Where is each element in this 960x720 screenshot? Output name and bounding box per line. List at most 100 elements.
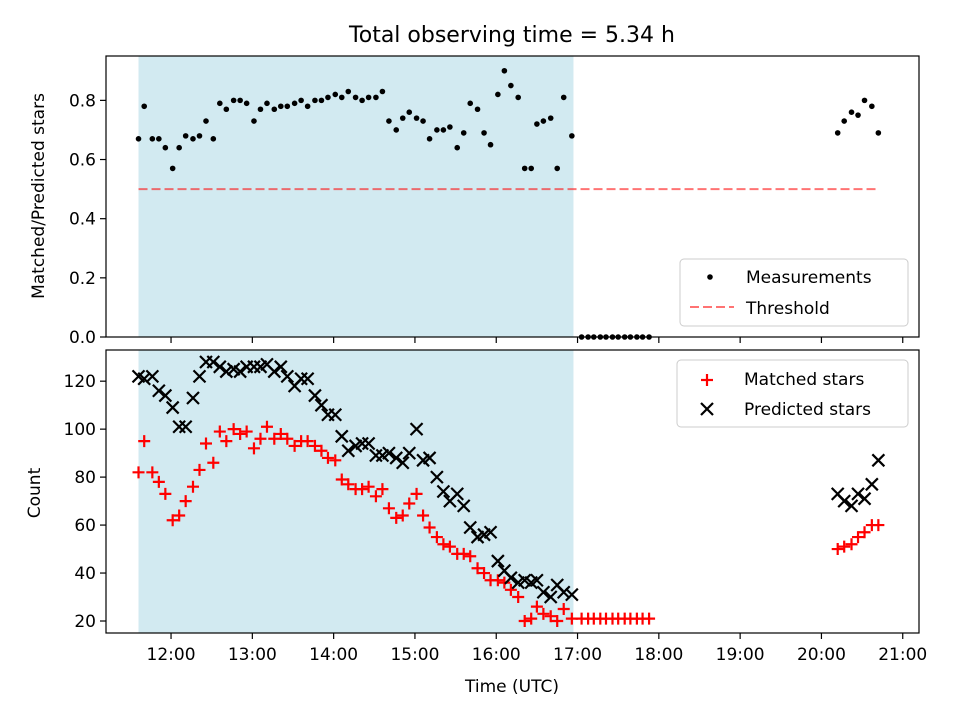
measurement-point [373,94,379,101]
top-panel: 0.00.20.40.60.8 Matched/Predicted stars … [29,55,920,348]
measurement-point [162,144,169,151]
measurement-point [508,82,514,89]
matched-point [132,466,145,479]
matched-point [551,615,564,628]
matched-point [234,427,247,440]
matched-point [417,509,430,522]
matched-point [437,538,450,551]
top-legend-box [679,258,909,327]
matched-point [858,526,871,539]
matched-point [403,497,416,510]
measurement-point [135,136,142,142]
legend-measurements-marker [707,274,713,280]
predicted-point [165,400,180,415]
predicted-point [851,487,865,501]
matched-point [342,478,355,491]
predicted-point [314,398,329,412]
measurement-point [547,115,554,121]
bottom-x-tick-label: 20:00 [797,645,846,665]
measurement-point [217,100,223,107]
matched-point [281,432,294,445]
matched-point [872,519,885,532]
matched-point [166,514,179,527]
bottom-axes-frame [105,349,920,634]
measurement-point [190,136,196,142]
measurement-point [230,97,237,104]
predicted-point [206,355,221,369]
matched-point [504,583,517,596]
measurement-point [434,127,440,133]
measurement-point [447,124,453,130]
predicted-point [556,585,571,600]
matched-point [831,543,844,556]
measurement-point [528,165,534,172]
measurement-point [454,144,461,151]
predicted-point [361,436,376,451]
matched-point [491,574,504,587]
predicted-point [409,422,424,436]
chart-title: Total observing time = 5.34 h [348,23,675,48]
matched-point [301,435,314,448]
matched-point [274,427,287,440]
predicted-point [504,571,518,585]
predicted-point [300,372,315,386]
top-y-tick-label: 0.8 [69,91,96,111]
matched-point [329,454,342,467]
matched-point [478,567,491,580]
measurement-point [534,121,540,127]
predicted-point [857,491,872,506]
predicted-point [536,585,551,600]
matched-point [498,576,511,589]
measurement-point [332,91,339,98]
predicted-point [233,364,247,379]
matched-point [159,487,172,500]
matched-point [838,540,851,553]
measurement-point [487,141,494,148]
matched-point [152,475,165,488]
predicted-point [450,487,464,501]
matched-point [308,439,321,452]
predicted-point [274,360,288,374]
measurement-point [352,94,359,101]
legend-predicted-label: Predicted stars [744,400,871,420]
bottom-y-tick-label: 20 [74,612,96,632]
measurement-point [284,103,291,110]
predicted-point [219,364,234,379]
bottom-y-tick-label: 120 [64,372,96,392]
measurement-point [569,133,575,139]
measurement-point [264,100,270,107]
matched-point [530,600,543,613]
bottom-x-tick-label: 17:00 [553,645,602,665]
bottom-y-axis-label: Count [25,467,45,518]
measurement-point [420,118,426,124]
matched-point [557,603,570,616]
matched-point [390,511,403,524]
matched-point [643,612,656,625]
measurement-point [277,103,284,110]
bottom-x-tick-label: 18:00 [634,645,683,665]
matched-point [207,456,220,469]
top-y-tick-label: 0.6 [69,151,96,171]
predicted-point [844,499,859,513]
predicted-point [267,364,282,379]
predicted-point [483,525,498,540]
predicted-point [382,446,396,460]
measurement-point [515,94,521,101]
matched-point [362,480,375,493]
matched-point [410,487,423,500]
measurement-point [386,118,392,124]
matched-point [146,466,159,479]
measurement-point [379,88,386,95]
measurement-point [251,118,257,124]
measurement-point [169,165,176,172]
bottom-legend-box [676,359,909,428]
measurement-point [182,133,189,139]
bottom-x-tick-label: 16:00 [472,645,521,665]
matched-point [240,425,253,438]
measurement-point [291,100,298,107]
predicted-point [395,455,410,470]
measurement-point [481,130,487,136]
matched-point [845,538,858,551]
legend-predicted-marker [700,402,714,416]
